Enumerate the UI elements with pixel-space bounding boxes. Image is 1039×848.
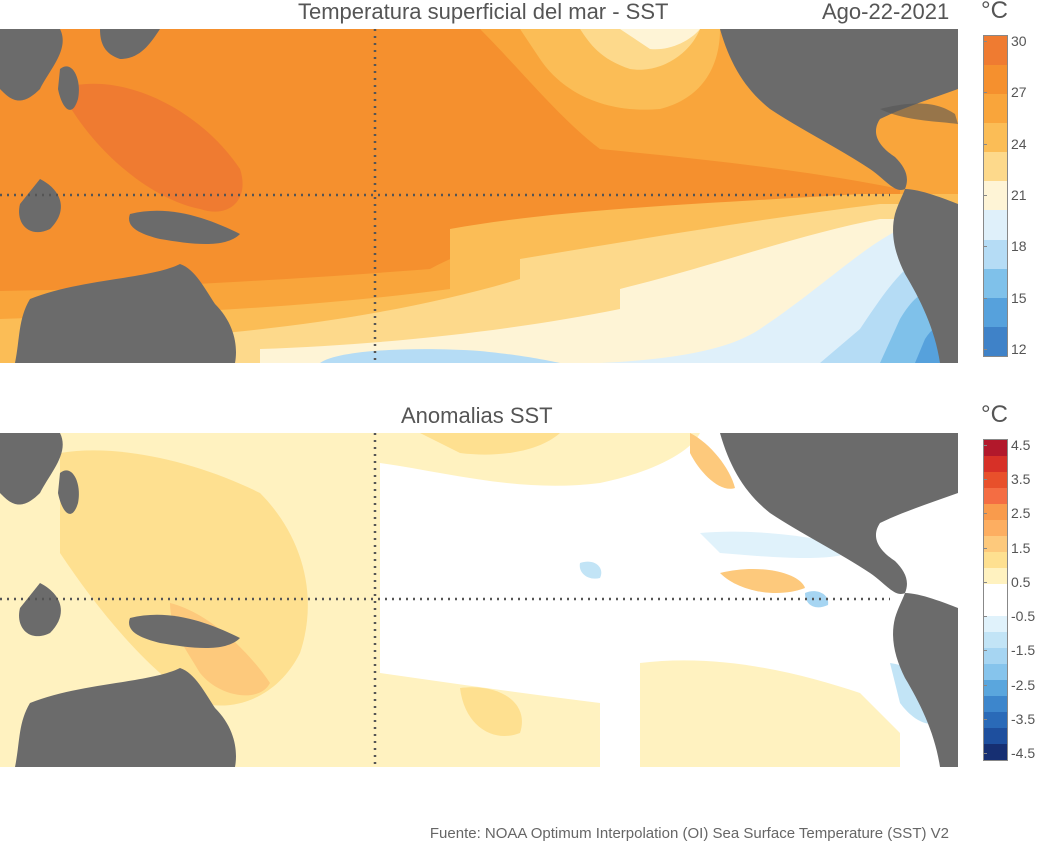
sst-colorbar	[983, 35, 1008, 357]
anomaly-colorbar-segment	[984, 488, 1007, 504]
anomaly-colorbar-tick-mark	[983, 581, 987, 583]
anomaly-colorbar-tick-label: -2.5	[1011, 676, 1036, 693]
anomaly-colorbar-tick-label: -4.5	[1011, 745, 1036, 761]
anomaly-colorbar	[983, 439, 1008, 761]
anomaly-colorbar-segment	[984, 648, 1007, 664]
anomaly-colorbar-segment	[984, 664, 1007, 680]
sst-colorbar-tick-mark	[983, 246, 987, 248]
anomaly-colorbar-tick-label: 1.5	[1011, 539, 1031, 556]
sst-colorbar-segment	[984, 152, 1007, 182]
anomaly-unit: °C	[981, 401, 1008, 428]
anomaly-colorbar-segment	[984, 680, 1007, 696]
anomaly-colorbar-tick-label: 4.5	[1011, 437, 1031, 453]
sst-colorbar-segment	[984, 210, 1007, 240]
anomaly-colorbar-tick-label: 3.5	[1011, 471, 1031, 488]
sst-colorbar-tick-mark	[983, 143, 987, 145]
anomaly-colorbar-segment	[984, 504, 1007, 520]
anomaly-title: Anomalias SST	[401, 403, 553, 428]
anomaly-colorbar-segment	[984, 632, 1007, 648]
anomaly-colorbar-tick-mark	[983, 479, 987, 481]
anomaly-colorbar-tick-mark	[983, 445, 987, 446]
anomaly-colorbar-segment	[984, 616, 1007, 632]
sst-colorbar-tick-mark	[983, 92, 987, 94]
anomaly-colorbar-tick-label: -3.5	[1011, 710, 1036, 727]
sst-colorbar-tick-label: 15	[1011, 289, 1027, 306]
anomaly-map	[0, 433, 958, 767]
sst-colorbar-tick-label: 12	[1011, 341, 1027, 357]
sst-colorbar-tick-label: 21	[1011, 187, 1027, 203]
anomaly-colorbar-tick-mark	[983, 616, 987, 618]
anomaly-colorbar-segment	[984, 744, 1007, 760]
anomaly-colorbar-tick-mark	[983, 513, 987, 515]
sst-colorbar-segment	[984, 326, 1007, 356]
source-note: Fuente: NOAA Optimum Interpolation (OI) …	[429, 825, 949, 842]
anomaly-colorbar-tick-label: 0.5	[1011, 573, 1031, 590]
anomaly-colorbar-segment	[984, 552, 1007, 568]
sst-colorbar-tick-label: 27	[1011, 84, 1027, 101]
anomaly-colorbar-tick-mark	[983, 547, 987, 549]
sst-colorbar-tick-mark	[983, 41, 987, 42]
anomaly-colorbar-segment	[984, 440, 1007, 456]
anomaly-colorbar-tick-label: -1.5	[1011, 642, 1036, 659]
anomaly-colorbar-tick-mark	[983, 753, 987, 754]
sst-colorbar-segment	[984, 239, 1007, 269]
sst-colorbar-segment	[984, 181, 1007, 211]
anomaly-colorbar-tick-label: 2.5	[1011, 505, 1031, 522]
anomaly-colorbar-segment	[984, 696, 1007, 712]
anomaly-colorbar-segment	[984, 536, 1007, 552]
sst-map	[0, 29, 958, 363]
sst-colorbar-segment	[984, 268, 1007, 298]
anomaly-colorbar-segment	[984, 728, 1007, 744]
anomaly-colorbar-segment	[984, 472, 1007, 488]
anomaly-colorbar-tick-mark	[983, 718, 987, 720]
anomaly-colorbar-segment	[984, 456, 1007, 472]
sst-colorbar-segment	[984, 297, 1007, 327]
sst-colorbar-segment	[984, 65, 1007, 95]
sst-colorbar-tick-label: 18	[1011, 238, 1027, 255]
sst-colorbar-segment	[984, 94, 1007, 124]
sst-unit: °C	[981, 0, 1008, 24]
anomaly-colorbar-segment	[984, 600, 1007, 616]
sst-colorbar-tick-mark	[983, 297, 987, 299]
anomaly-colorbar-tick-mark	[983, 650, 987, 652]
anomaly-colorbar-tick-label: -0.5	[1011, 608, 1036, 625]
sst-title: Temperatura superficial del mar - SST	[298, 0, 669, 24]
anomaly-colorbar-segment	[984, 568, 1007, 584]
sst-colorbar-segment	[984, 36, 1007, 66]
sst-colorbar-tick-mark	[983, 195, 987, 196]
sst-colorbar-segment	[984, 123, 1007, 153]
anomaly-colorbar-segment	[984, 584, 1007, 600]
anomaly-colorbar-tick-mark	[983, 684, 987, 686]
anomaly-colorbar-segment	[984, 520, 1007, 536]
anomaly-colorbar-segment	[984, 712, 1007, 728]
sst-date: Ago-22-2021	[822, 0, 950, 24]
sst-colorbar-tick-label: 30	[1011, 33, 1027, 49]
sst-colorbar-tick-label: 24	[1011, 135, 1027, 152]
sst-colorbar-tick-mark	[983, 349, 987, 350]
